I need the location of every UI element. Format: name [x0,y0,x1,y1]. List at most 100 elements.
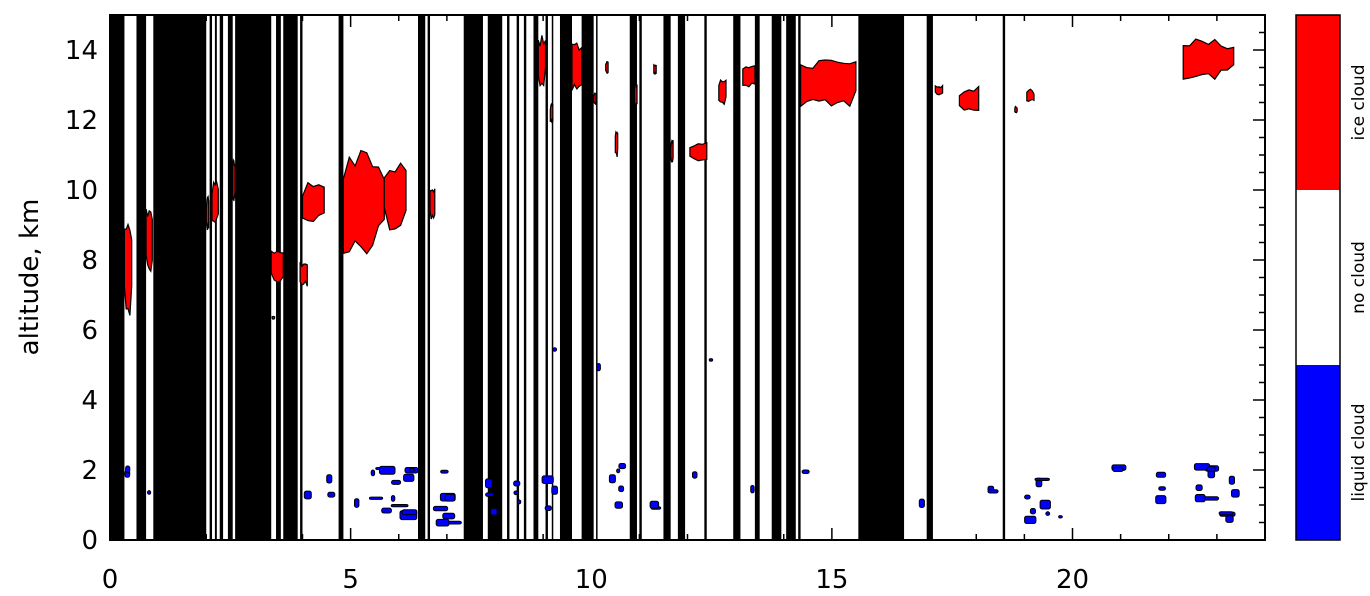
ice-cloud-region-12 [537,35,547,88]
liquid-cloud-patch [1058,515,1063,519]
liquid-cloud-patch [513,490,520,496]
liquid-cloud-patch [708,358,714,362]
liquid-cloud-region-18 [918,498,925,509]
x-tick-label: 5 [342,565,359,595]
liquid-cloud-patch [1225,515,1234,523]
y-tick-label: 12 [65,106,98,136]
liquid-cloud-patch [801,469,810,474]
liquid-cloud-patch [125,465,131,473]
liquid-cloud-patch [432,505,449,512]
liquid-cloud-patch [326,474,333,484]
liquid-cloud-patch [692,471,698,479]
no-data-column-21 [551,15,554,540]
liquid-cloud-region-20 [1024,477,1063,525]
x-tick-label: 15 [815,565,848,595]
liquid-cloud-patch [1045,511,1051,516]
liquid-cloud-region-4 [354,498,360,508]
legend-label: no cloud [1349,241,1369,314]
colorbar-legend: ice cloud no cloud liquid cloud [1295,14,1369,541]
legend-label: liquid cloud [1349,404,1369,502]
liquid-cloud-patch [608,474,616,484]
ice-cloud-region-16 [605,61,609,74]
liquid-cloud-region-19 [987,485,999,494]
liquid-cloud-patch [147,490,152,495]
liquid-cloud-region-5 [368,465,419,521]
y-tick-label: 8 [81,246,98,276]
liquid-cloud-patch [379,465,396,475]
liquid-cloud-region-2 [303,490,312,500]
liquid-cloud-patch [370,469,376,477]
ice-cloud-region-14 [549,102,554,124]
ice-cloud-region-15 [593,92,597,106]
no-data-column-34 [798,15,801,540]
liquid-cloud-patch [303,490,312,500]
legend-label: ice cloud [1349,65,1369,141]
liquid-cloud-patch [442,512,456,520]
liquid-cloud-patch [327,491,336,498]
liquid-cloud-patch [1024,515,1037,525]
no-data-column-23 [581,15,594,540]
no-data-column-1 [136,15,147,540]
no-data-column-28 [677,15,686,540]
liquid-cloud-patch [1231,489,1240,498]
liquid-cloud-patch [444,493,456,502]
liquid-cloud-region-7 [485,478,498,516]
liquid-cloud-patch [485,492,495,497]
liquid-cloud-patch [390,495,396,502]
liquid-cloud-patch [649,500,660,509]
no-data-column-15 [487,15,503,540]
no-data-column-12 [418,15,426,540]
legend-swatch [1296,365,1340,540]
y-axis-ticks: 0 2 4 6 8 10 12 14 [65,14,1265,556]
no-data-column-27 [663,15,671,540]
liquid-cloud-region-9 [541,475,558,511]
y-axis-title: altitude, km [15,199,45,356]
ice-cloud-region-23 [742,65,756,88]
liquid-cloud-patch [1206,466,1216,472]
liquid-cloud-regions [124,347,1240,527]
y-tick-label: 6 [81,316,98,346]
legend-swatch [1296,190,1340,365]
liquid-cloud-patch [1155,495,1167,505]
x-tick-label: 20 [1056,565,1089,595]
no-data-column-0 [110,15,125,540]
liquid-cloud-patch [517,499,522,505]
no-data-column-17 [516,15,520,540]
liquid-cloud-patch [354,498,360,508]
liquid-cloud-region-22 [1155,471,1167,505]
liquid-cloud-patch [1228,475,1236,485]
liquid-cloud-region-12 [608,463,627,509]
liquid-cloud-patch [1158,486,1166,491]
ice-cloud-region-3 [211,180,219,224]
liquid-cloud-patch [1029,508,1037,515]
liquid-cloud-patch [391,479,402,485]
liquid-cloud-patch [544,505,552,511]
y-tick-label: 4 [81,386,98,416]
liquid-cloud-region-11 [596,363,601,372]
no-data-column-32 [771,15,782,540]
no-data-column-9 [283,15,298,540]
no-data-column-36 [926,15,933,540]
ice-cloud-region-19 [653,63,657,76]
no-data-column-31 [754,15,760,540]
legend-border [1295,14,1341,541]
no-data-column-26 [639,15,642,540]
liquid-cloud-patch [513,480,521,487]
liquid-cloud-region-6 [432,469,462,527]
liquid-cloud-region-15 [708,358,714,362]
liquid-cloud-patch [1155,471,1167,478]
no-data-column-4 [214,15,217,540]
liquid-cloud-region-21 [1111,464,1127,472]
no-data-column-30 [733,15,741,540]
liquid-cloud-patch [987,489,999,494]
no-data-column-29 [704,15,707,540]
no-data-column-19 [533,15,539,540]
ice-cloud-region-10 [383,162,407,231]
ice-cloud-region-27 [1014,105,1018,114]
ice-cloud-region-9 [342,149,385,255]
no-data-column-3 [209,15,213,540]
liquid-cloud-patch [1218,511,1234,516]
liquid-cloud-patch [1034,477,1050,482]
no-data-column-35 [858,15,905,540]
no-data-column-24 [596,15,598,540]
